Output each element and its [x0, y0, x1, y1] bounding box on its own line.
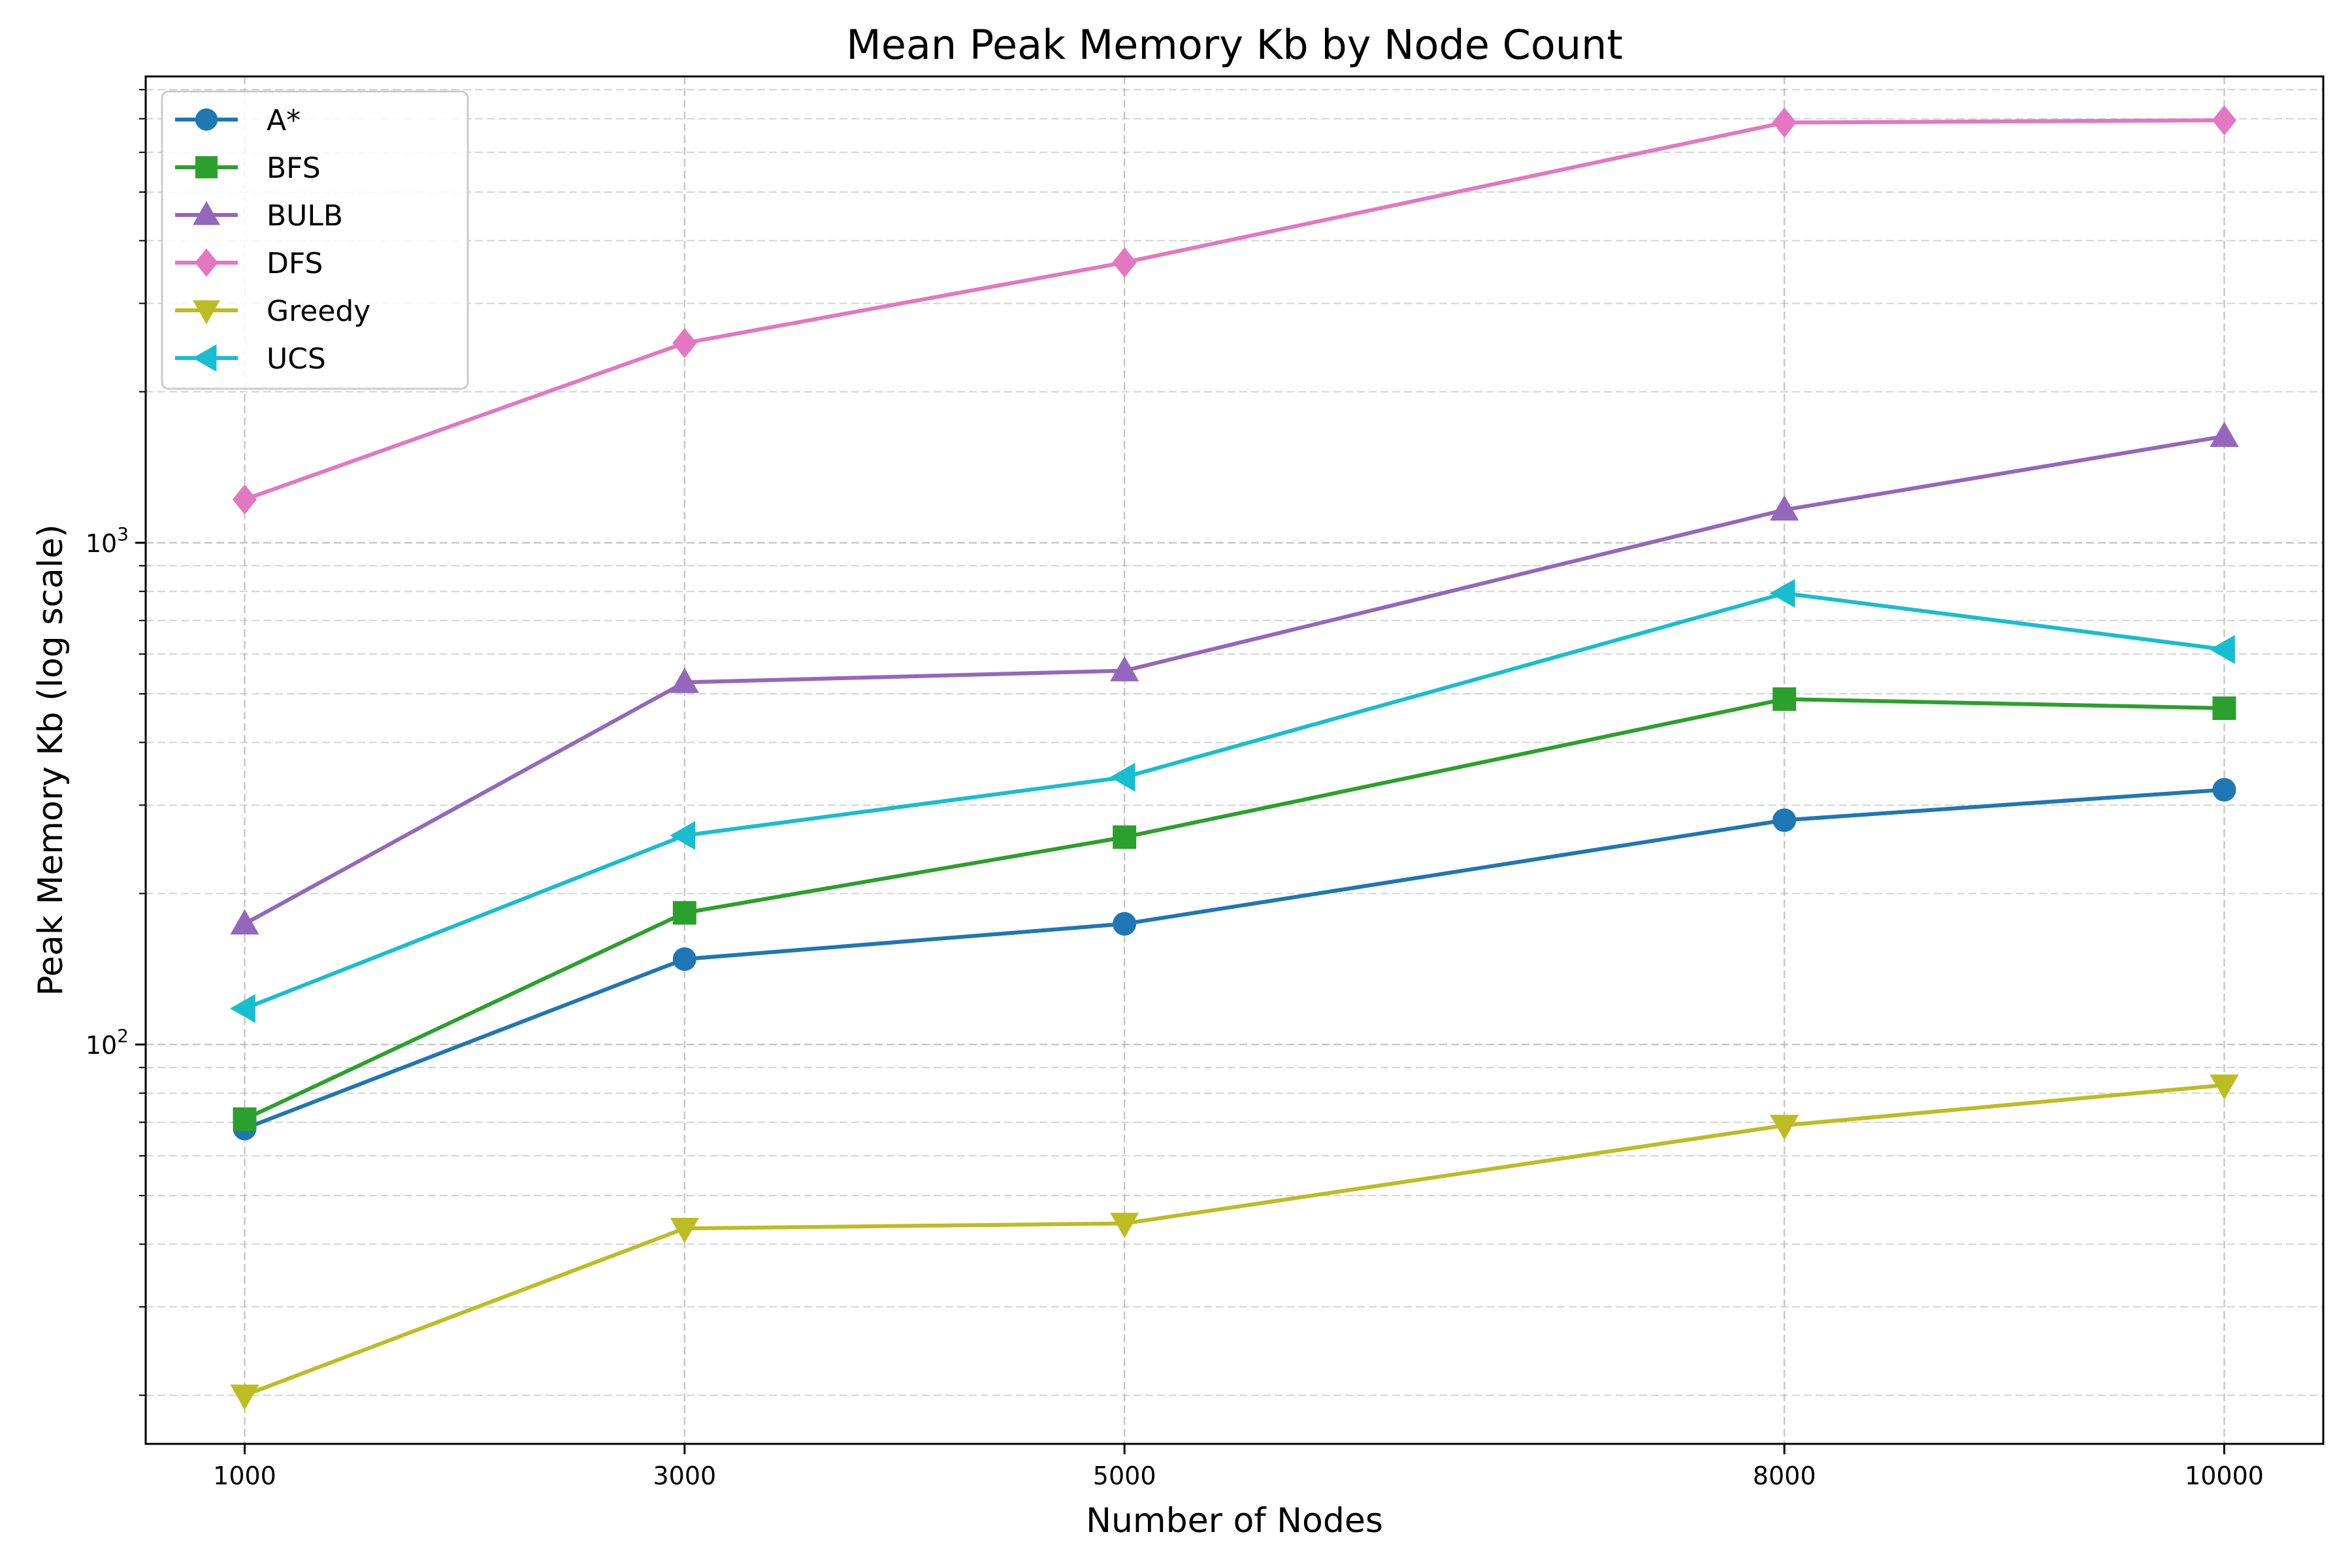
data-point-marker: [195, 108, 218, 131]
data-point-marker: [2210, 1074, 2239, 1100]
legend-item: Greedy: [175, 295, 370, 328]
x-tick-label: 10000: [2185, 1462, 2264, 1490]
data-point-marker: [193, 201, 220, 225]
data-point-marker: [670, 1217, 699, 1243]
data-point-marker: [672, 901, 696, 925]
data-point-marker: [1112, 247, 1137, 278]
data-point-marker: [1770, 1115, 1799, 1140]
series-line: [244, 434, 2225, 926]
legend-label: BULB: [267, 199, 343, 233]
x-axis-label: Number of Nodes: [1086, 1501, 1383, 1541]
legend: A* BFS BULB DFS Greedy UCS: [161, 90, 469, 390]
data-point-marker: [1113, 912, 1137, 936]
data-point-marker: [672, 947, 696, 972]
x-tick-label: 5000: [1093, 1462, 1156, 1490]
data-point-marker: [1110, 656, 1139, 681]
legend-item: BULB: [175, 199, 343, 233]
legend-item: BFS: [175, 152, 321, 185]
data-point-marker: [192, 344, 217, 372]
legend-label: BFS: [267, 152, 321, 185]
data-point-marker: [1772, 107, 1797, 138]
legend-item: A*: [175, 104, 301, 137]
data-point-marker: [1770, 495, 1799, 521]
series-line: [244, 591, 2225, 1011]
legend-label: A*: [267, 104, 301, 137]
x-tick-label: 8000: [1753, 1462, 1816, 1490]
data-point-marker: [195, 156, 218, 178]
legend-item: UCS: [175, 342, 326, 376]
data-point-marker: [1772, 687, 1797, 711]
data-point-marker: [2212, 777, 2236, 802]
data-point-marker: [230, 909, 259, 935]
data-point-marker: [233, 1107, 257, 1132]
data-point-marker: [1113, 825, 1137, 849]
y-tick-label: 103: [86, 523, 129, 558]
data-point-marker: [1110, 1213, 1139, 1239]
data-point-marker: [672, 328, 697, 359]
legend-label: UCS: [267, 342, 326, 376]
data-point-marker: [1769, 579, 1795, 608]
grid: [146, 76, 2323, 1444]
data-point-marker: [2212, 696, 2236, 721]
axis-ticks: 102 103 1000 3000 5000 8000 10000: [86, 89, 2264, 1490]
series-line: [244, 1083, 2225, 1397]
data-point-marker: [193, 300, 220, 325]
legend-label: Greedy: [267, 295, 370, 328]
series-group: [230, 105, 2239, 1410]
y-axis-label: Peak Memory Kb (log scale): [31, 524, 71, 996]
series-bulb: [230, 421, 2239, 935]
data-point-marker: [1109, 762, 1135, 792]
y-tick-label: 102: [86, 1025, 129, 1060]
x-tick-label: 1000: [213, 1462, 276, 1490]
series-line: [244, 787, 2225, 1131]
chart-title: Mean Peak Memory Kb by Node Count: [846, 21, 1623, 69]
series-bfs: [233, 687, 2236, 1132]
data-point-marker: [1772, 808, 1797, 832]
data-point-marker: [670, 668, 699, 693]
legend-item: DFS: [175, 247, 323, 280]
series-line: [244, 118, 2225, 502]
series-greedy: [230, 1074, 2239, 1410]
data-point-marker: [2210, 421, 2239, 448]
data-point-marker: [2212, 105, 2237, 136]
x-tick-label: 3000: [653, 1462, 716, 1490]
series-a: [233, 777, 2236, 1141]
legend-label: DFS: [267, 247, 323, 280]
data-point-marker: [2210, 634, 2235, 664]
series-ucs: [230, 579, 2235, 1023]
legend-frame: [161, 90, 469, 390]
data-point-marker: [670, 821, 696, 850]
data-point-marker: [195, 248, 218, 277]
data-point-marker: [230, 1384, 259, 1410]
plot-area-frame: [144, 75, 2325, 1445]
series-dfs: [232, 105, 2237, 515]
data-point-marker: [232, 484, 257, 515]
data-point-marker: [230, 994, 255, 1023]
